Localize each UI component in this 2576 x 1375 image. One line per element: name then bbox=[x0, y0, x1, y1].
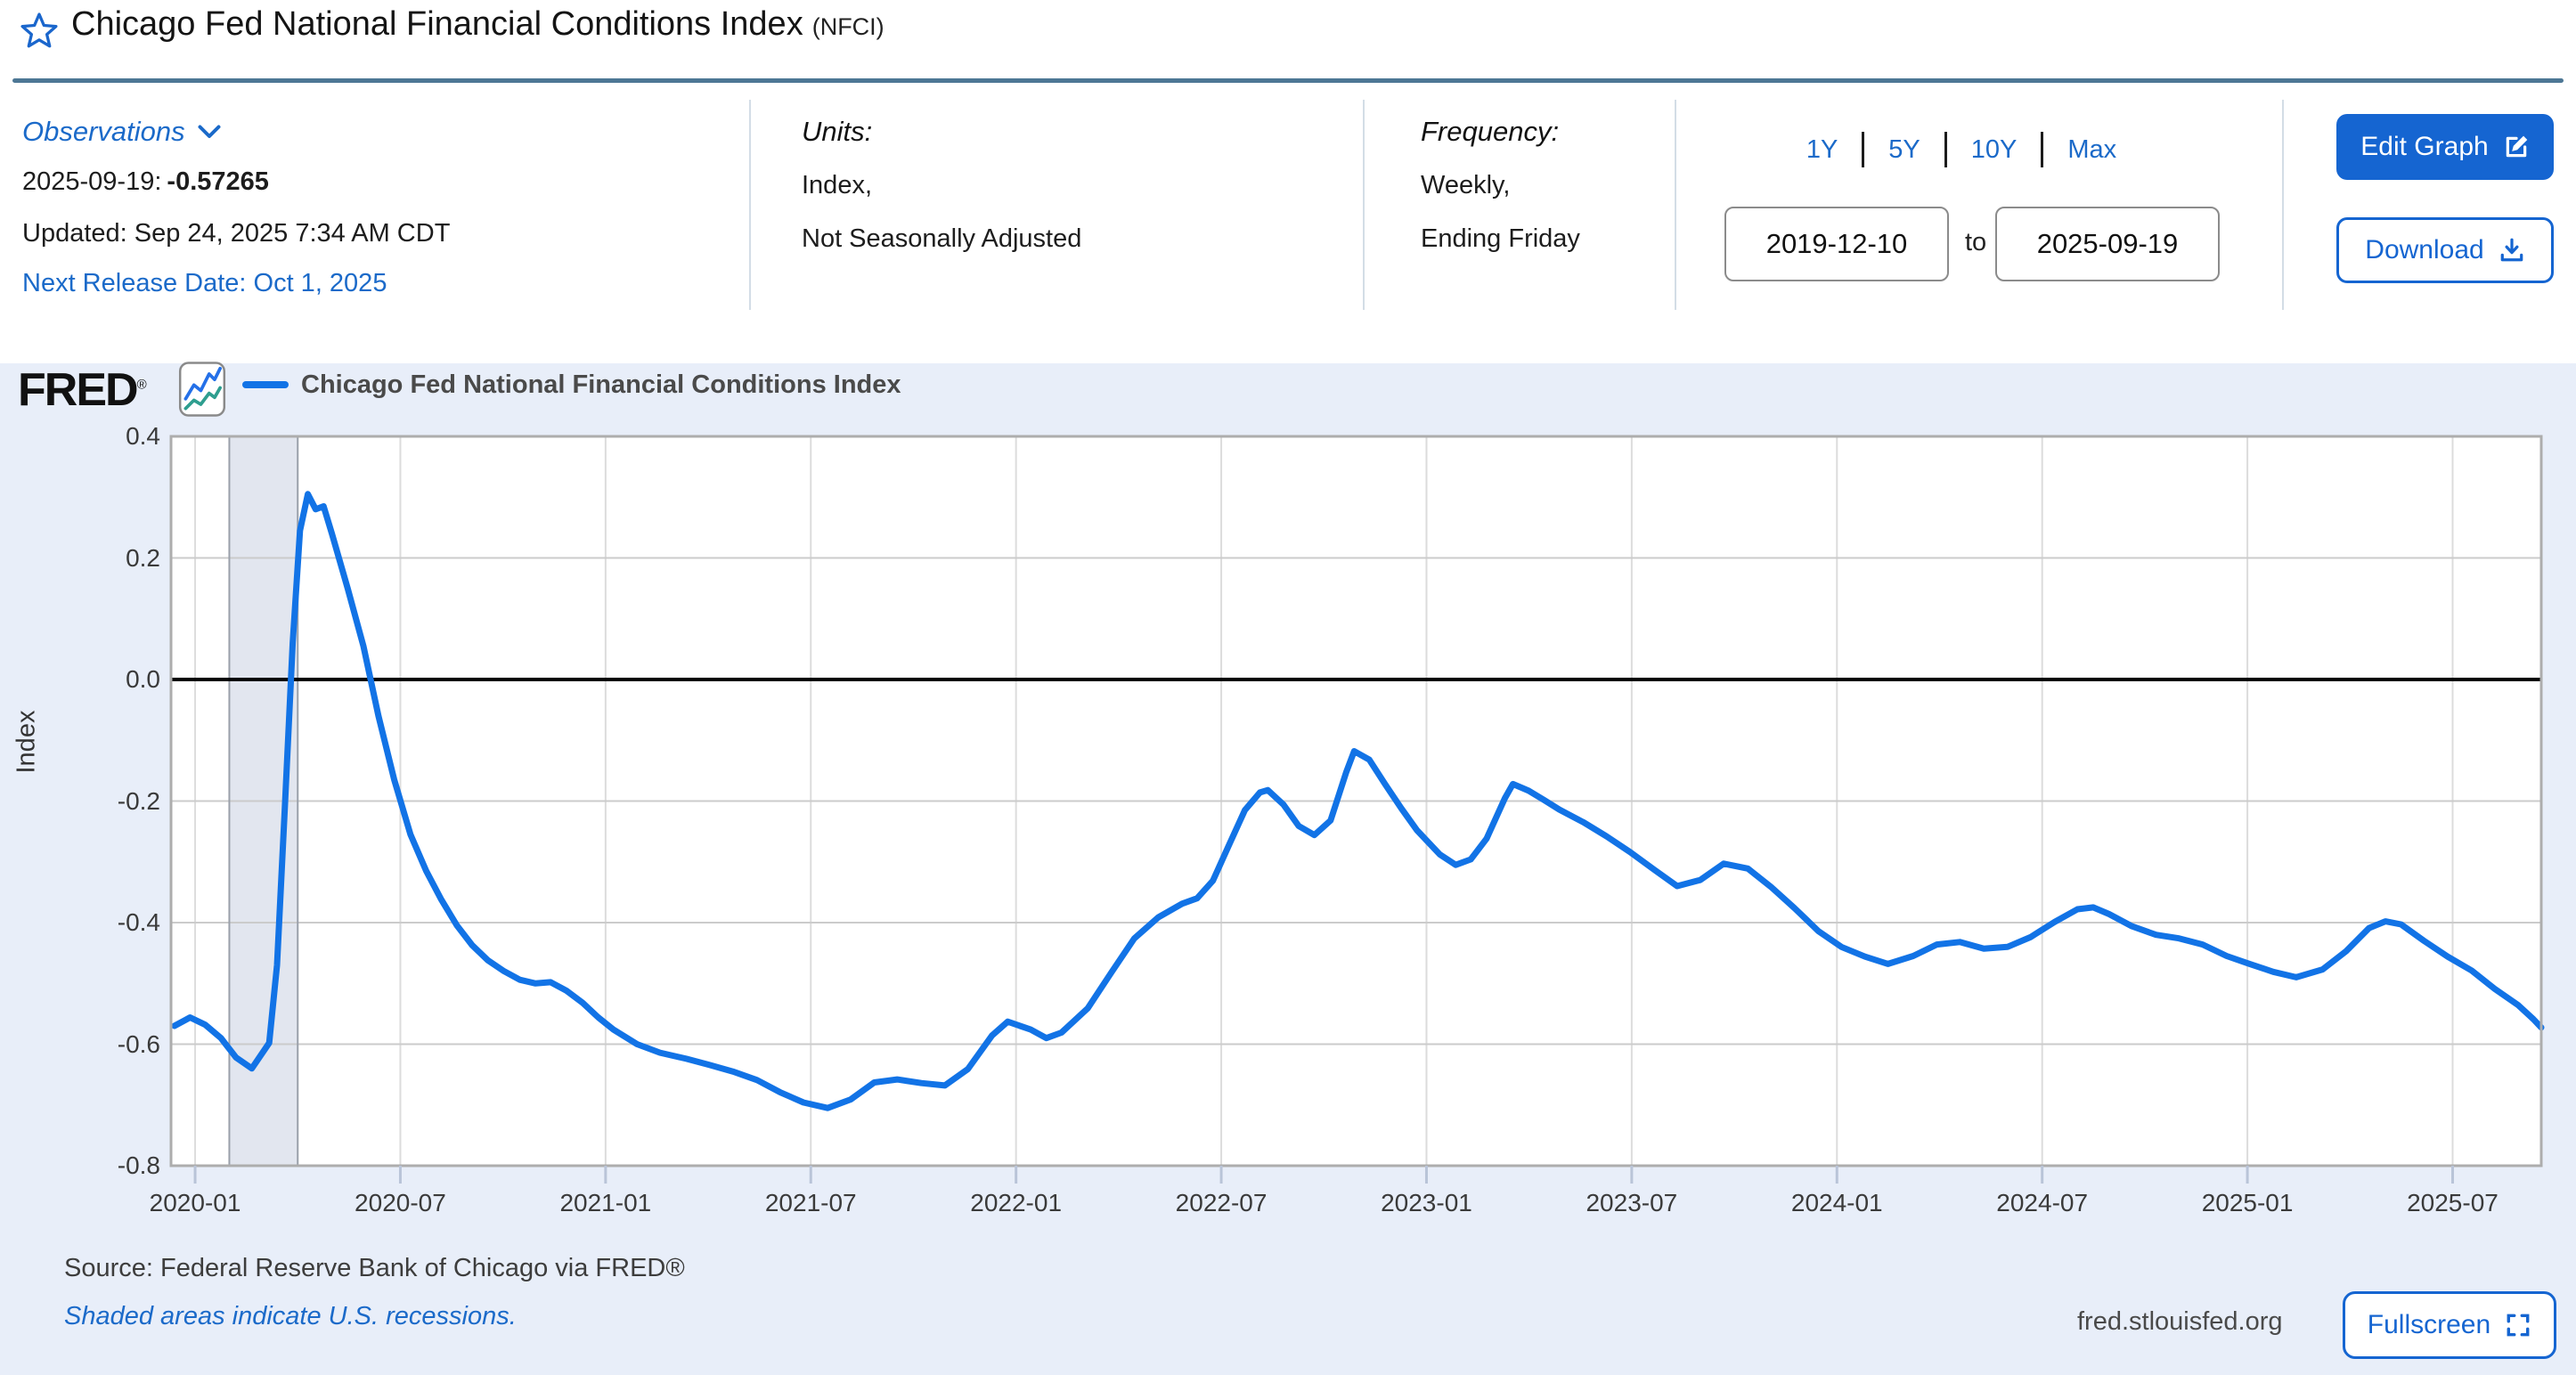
updated-timestamp: Updated: Sep 24, 2025 7:34 AM CDT bbox=[22, 219, 451, 248]
frequency-value-1: Weekly, bbox=[1421, 171, 1511, 199]
site-url: fred.stlouisfed.org bbox=[2077, 1307, 2283, 1336]
next-release-link[interactable]: Next Release Date: Oct 1, 2025 bbox=[22, 269, 387, 297]
range-presets: 1Y 5Y 10Y Max bbox=[1739, 132, 2184, 167]
start-date-input[interactable] bbox=[1724, 207, 1949, 281]
latest-value: -0.57265 bbox=[167, 167, 269, 196]
preset-5y[interactable]: 5Y bbox=[1888, 134, 1920, 164]
title-divider bbox=[12, 78, 2564, 83]
fred-logo[interactable]: FRED® bbox=[18, 364, 147, 416]
frequency-label: Frequency: bbox=[1421, 116, 1560, 147]
end-date-input[interactable] bbox=[1995, 207, 2220, 281]
favorite-star-icon[interactable] bbox=[20, 11, 59, 50]
column-divider bbox=[2282, 100, 2284, 310]
fred-chart-icon bbox=[176, 362, 228, 417]
page-title: Chicago Fed National Financial Condition… bbox=[71, 5, 884, 43]
to-label: to bbox=[1965, 228, 1987, 256]
preset-separator bbox=[1944, 132, 1947, 167]
y-axis-title: Index bbox=[12, 710, 41, 774]
registered-mark: ® bbox=[136, 377, 147, 393]
preset-10y[interactable]: 10Y bbox=[1970, 134, 2018, 164]
column-divider bbox=[749, 100, 751, 310]
latest-observation: 2025-09-19: -0.57265 bbox=[22, 167, 269, 196]
legend-line-swatch bbox=[242, 381, 289, 388]
units-value-2: Not Seasonally Adjusted bbox=[802, 224, 1082, 253]
preset-1y[interactable]: 1Y bbox=[1806, 134, 1838, 164]
frequency-value-2: Ending Friday bbox=[1421, 224, 1580, 253]
units-label: Units: bbox=[802, 116, 873, 147]
preset-separator bbox=[2041, 132, 2044, 167]
legend-label: Chicago Fed National Financial Condition… bbox=[301, 370, 901, 399]
chart-panel bbox=[0, 363, 2576, 1375]
column-divider bbox=[1363, 100, 1365, 310]
title-bar: Chicago Fed National Financial Condition… bbox=[0, 0, 2576, 78]
observations-toggle[interactable]: Observations bbox=[22, 116, 221, 148]
column-divider bbox=[1675, 100, 1676, 310]
units-column: Units: Index, Not Seasonally Adjusted bbox=[802, 116, 1081, 254]
series-id-suffix: (NFCI) bbox=[811, 13, 884, 40]
frequency-column: Frequency: Weekly, Ending Friday bbox=[1421, 116, 1580, 254]
download-button[interactable]: Download bbox=[2336, 217, 2554, 283]
fullscreen-icon bbox=[2507, 1314, 2530, 1337]
recession-note-link[interactable]: Shaded areas indicate U.S. recessions. bbox=[64, 1302, 517, 1330]
preset-separator bbox=[1862, 132, 1865, 167]
fullscreen-button[interactable]: Fullscreen bbox=[2343, 1291, 2556, 1359]
source-text: Source: Federal Reserve Bank of Chicago … bbox=[64, 1254, 685, 1282]
units-value-1: Index, bbox=[802, 171, 872, 199]
preset-max[interactable]: Max bbox=[2067, 134, 2117, 164]
download-icon bbox=[2500, 238, 2523, 262]
edit-icon bbox=[2506, 135, 2528, 158]
edit-graph-button[interactable]: Edit Graph bbox=[2336, 114, 2554, 180]
chevron-down-icon bbox=[198, 125, 221, 138]
